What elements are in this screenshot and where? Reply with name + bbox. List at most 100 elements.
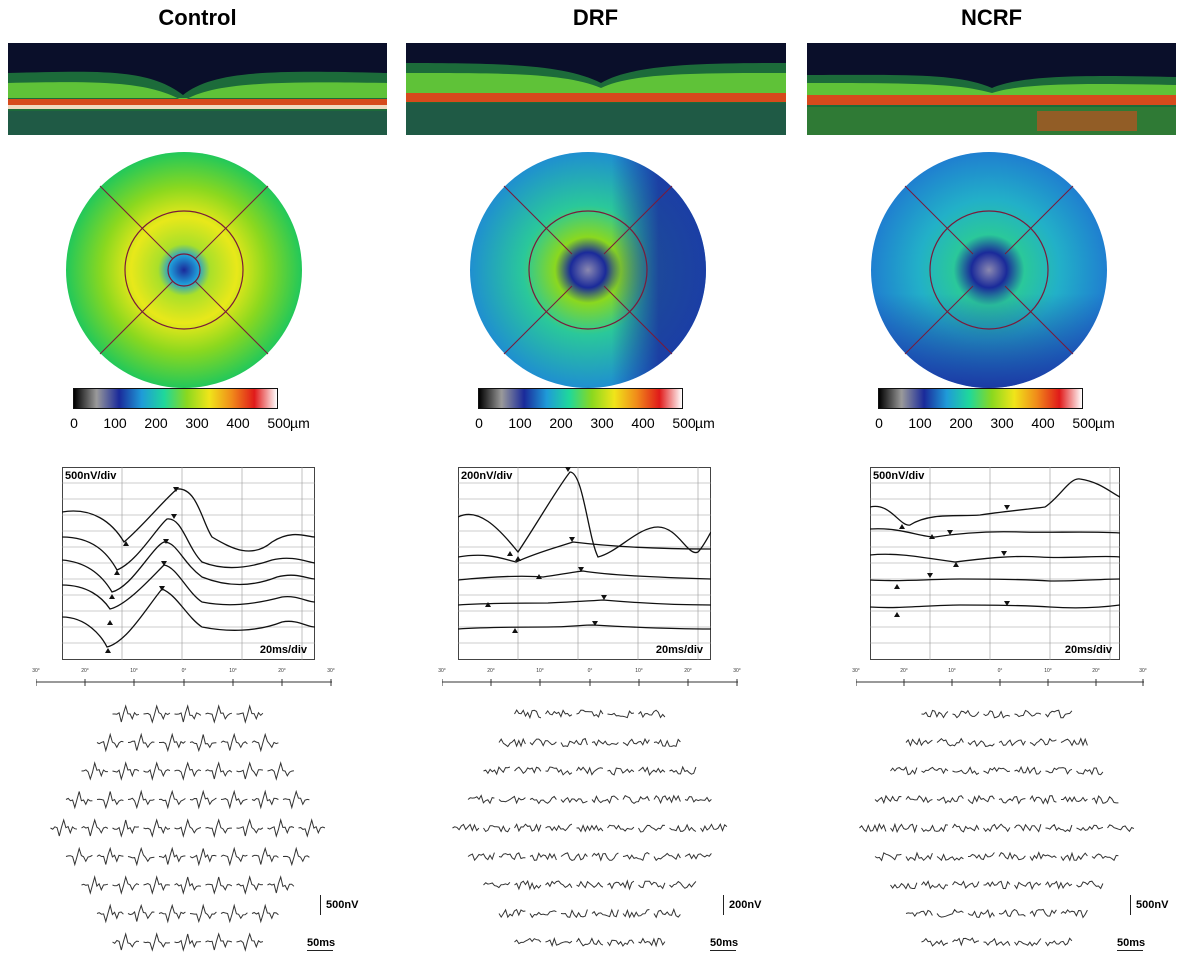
mferg-trace bbox=[890, 882, 918, 890]
time-scale-label: 50ms bbox=[710, 937, 739, 949]
mferg-trace bbox=[112, 932, 139, 951]
mferg-trace bbox=[638, 880, 666, 890]
mferg-trace bbox=[576, 880, 604, 889]
mferg-trace bbox=[998, 796, 1026, 805]
colorbar-unit: µm bbox=[290, 415, 310, 431]
erg-amplitude-scale: 500nV/div bbox=[873, 470, 925, 482]
mferg-trace bbox=[514, 937, 542, 945]
mferg-trace bbox=[921, 880, 949, 890]
mferg-trace bbox=[127, 732, 155, 751]
erg-grid bbox=[458, 467, 711, 660]
colorbar-tick: 300 bbox=[990, 415, 1014, 431]
mferg-trace bbox=[560, 796, 588, 804]
mferg-trace bbox=[112, 875, 140, 895]
mferg-trace bbox=[1076, 880, 1104, 890]
mferg-trace bbox=[890, 766, 918, 776]
mferg-trace bbox=[560, 737, 588, 747]
mferg-trace bbox=[669, 765, 697, 775]
mferg-trace bbox=[545, 766, 573, 776]
mferg-trace bbox=[298, 818, 326, 838]
axis-label: 30° bbox=[1139, 668, 1147, 674]
mferg-trace bbox=[545, 823, 573, 832]
erg-amplitude-scale: 500nV/div bbox=[65, 470, 117, 482]
mferg-trace bbox=[936, 853, 964, 862]
mferg-trace bbox=[112, 761, 140, 781]
mferg-trace bbox=[653, 852, 681, 862]
axis-label: 10° bbox=[536, 668, 544, 674]
mferg-trace bbox=[282, 846, 310, 867]
mferg-trace bbox=[1076, 767, 1104, 776]
mferg-trace bbox=[514, 879, 542, 891]
mferg-trace bbox=[267, 875, 295, 894]
mferg-trace bbox=[174, 933, 201, 952]
mferg-trace bbox=[905, 909, 933, 917]
mferg-trace bbox=[251, 732, 279, 753]
mferg-trace bbox=[983, 823, 1011, 833]
mferg-trace bbox=[483, 825, 511, 833]
mferg-trace bbox=[905, 851, 933, 862]
mferg-trace bbox=[1045, 937, 1073, 947]
mferg-trace bbox=[638, 766, 666, 776]
mferg-trace bbox=[127, 903, 155, 922]
mferg-trace bbox=[1091, 853, 1119, 862]
mferg-trace bbox=[921, 766, 949, 775]
mferg-trace bbox=[112, 819, 139, 838]
panel-control: Control 0 100 bbox=[0, 0, 395, 963]
axis-label: 10° bbox=[948, 668, 956, 674]
axis-label: 20° bbox=[278, 668, 286, 674]
mferg-trace bbox=[96, 903, 124, 924]
mferg-trace bbox=[158, 903, 186, 924]
oct-scan-svg bbox=[406, 43, 786, 135]
mferg-trace bbox=[622, 908, 650, 919]
axis-label: 10° bbox=[130, 668, 138, 674]
thickness-map bbox=[871, 152, 1107, 388]
thickness-map bbox=[470, 152, 706, 388]
amplitude-scale-bar: 500nV bbox=[1130, 895, 1168, 915]
mferg-trace bbox=[1060, 851, 1088, 862]
mferg-trace bbox=[921, 709, 949, 719]
oct-scan-svg bbox=[8, 43, 387, 135]
color-scale-bar bbox=[878, 388, 1083, 409]
panel-title: NCRF bbox=[960, 5, 1023, 30]
mferg-trace bbox=[921, 824, 948, 833]
mferg-trace bbox=[921, 937, 949, 947]
mferg-trace bbox=[236, 818, 264, 837]
mferg-trace bbox=[174, 761, 202, 781]
mferg-trace bbox=[112, 704, 140, 723]
mferg-trace bbox=[236, 932, 264, 952]
mferg-trace bbox=[158, 789, 186, 810]
axis-label: 20° bbox=[1092, 668, 1100, 674]
mferg-trace bbox=[143, 704, 171, 724]
mferg-trace bbox=[267, 761, 294, 781]
mferg-trace bbox=[236, 704, 264, 724]
mferg-trace bbox=[545, 709, 573, 718]
mferg-trace bbox=[251, 846, 279, 865]
mferg-trace bbox=[282, 789, 310, 810]
axis-label: 30° bbox=[852, 668, 860, 674]
mferg-trace bbox=[622, 795, 650, 805]
mferg-trace bbox=[1029, 851, 1057, 862]
mferg-trace bbox=[143, 761, 171, 781]
mferg-trace bbox=[936, 737, 964, 747]
mferg-trace bbox=[952, 937, 980, 947]
mferg-trace bbox=[498, 908, 526, 919]
mferg-trace bbox=[1029, 795, 1057, 805]
mferg-trace-grid bbox=[50, 704, 326, 952]
amplitude-scale-label: 500nV bbox=[1136, 898, 1169, 911]
colorbar-tick: 100 bbox=[908, 415, 932, 431]
panel-title: Control bbox=[158, 5, 237, 30]
mferg-trace bbox=[576, 824, 604, 833]
mferg-trace bbox=[205, 818, 232, 838]
amplitude-scale-label: 200nV bbox=[729, 898, 762, 911]
mferg-trace bbox=[591, 739, 619, 747]
erg-trace-array: 500nV/div 20ms/div bbox=[870, 467, 1120, 660]
mferg-trace bbox=[189, 903, 217, 924]
mferg-trace bbox=[251, 903, 279, 924]
mferg-trace bbox=[952, 880, 980, 889]
axis-label: 0° bbox=[997, 668, 1003, 674]
mferg-trace bbox=[653, 738, 681, 748]
erg-trace-array: 200nV/div 20ms/div bbox=[458, 467, 711, 660]
erg-time-scale: 20ms/div bbox=[1064, 644, 1112, 656]
mferg-trace bbox=[220, 903, 248, 924]
mferg-trace bbox=[622, 852, 650, 862]
